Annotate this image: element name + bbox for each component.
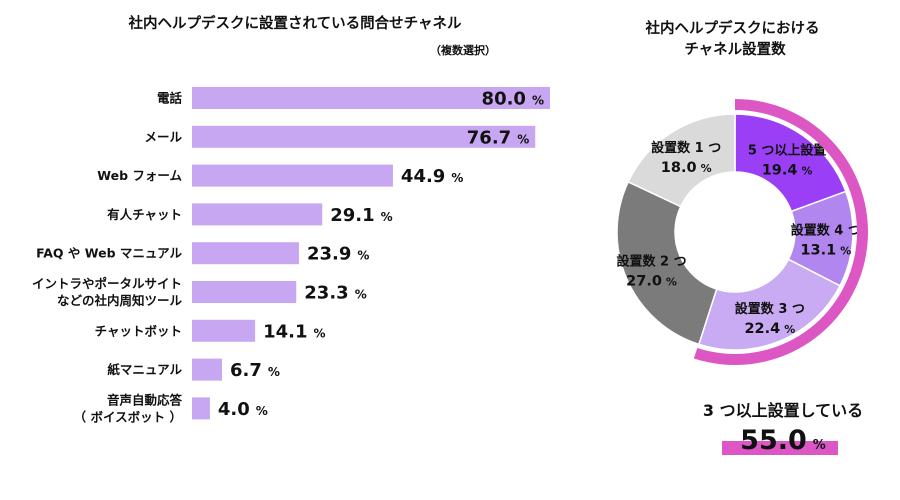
bar-value-label-2: 44.9% — [401, 166, 463, 187]
bar-category-label-1: メール — [144, 129, 182, 144]
bar-category-label-3: 有人チャット — [107, 207, 182, 222]
bar-category-label-5: イントラやポータルサイトなどの社内周知ツール — [32, 276, 183, 308]
bar-6 — [192, 319, 256, 342]
donut-slice-value-4: 18.0% — [661, 160, 712, 176]
bar-category-line: FAQ や Web マニュアル — [36, 246, 182, 261]
bar-category-label-8: 音声自動応答 （ ボイスボット ） — [74, 392, 183, 424]
bar-7 — [192, 358, 222, 381]
donut-slice-label-0: 5 つ以上設置 — [748, 142, 827, 158]
bar-value-label-0: 80.0% — [482, 89, 544, 110]
bar-2 — [192, 164, 393, 187]
donut-title: 社内ヘルプデスクにおける チャネル設置数 — [644, 19, 824, 58]
bar-value-label-5: 23.3% — [304, 283, 366, 304]
bar-3 — [192, 203, 323, 226]
bar-value-label-3: 29.1% — [330, 205, 392, 226]
bar-5 — [192, 281, 297, 303]
donut-slice-label-4: 設置数 1 つ — [651, 140, 721, 156]
bar-category-line: （ ボイスボット ） — [74, 409, 182, 424]
bar-value-label-1: 76.7% — [467, 127, 529, 148]
donut-slice-label-3: 設置数 2 つ — [617, 253, 687, 269]
bar-category-line: 有人チャット — [107, 207, 182, 222]
bar-category-line: チャットボット — [95, 323, 182, 338]
highlight-label: 3 つ以上設置している — [703, 401, 863, 420]
bar-category-line: などの社内周知ツール — [57, 293, 183, 308]
bar-0 — [192, 87, 550, 109]
bar-chart-title: 社内ヘルプデスクに設置されている問合せチャネル — [128, 14, 462, 32]
bar-8 — [192, 397, 210, 420]
donut-slice-label-1: 設置数 4 つ — [791, 223, 861, 239]
donut-layer: 5 つ以上設置 19.4 % 設置数 4 つ 13.1 % 設置数 3 つ 22.4 % 設置数 … — [616, 113, 861, 351]
donut-slice-value-3: 27.0% — [626, 273, 677, 289]
donut-slice-2 — [697, 258, 842, 351]
donut-slice-value-1: 13.1% — [800, 243, 851, 259]
bar-value-label-4: 23.9% — [307, 244, 369, 265]
bar-category-label-4: FAQ や Web マニュアル — [36, 246, 182, 261]
bar-category-line: 音声自動応答 — [107, 392, 183, 407]
bar-category-line: Web フォーム — [97, 168, 182, 183]
donut-slice-4 — [627, 113, 736, 208]
donut-slice-label-2: 設置数 3 つ — [735, 301, 805, 317]
highlight-value-bar — [722, 441, 838, 455]
bar-category-label-6: チャットボット — [95, 323, 182, 338]
bar-category-line: イントラやポータルサイト — [32, 276, 182, 291]
bar-category-label-7: 紙マニュアル — [107, 362, 182, 377]
bar-category-line: メール — [144, 129, 182, 144]
bar-category-line: 紙マニュアル — [107, 362, 182, 377]
highlight-layer: 3 つ以上設置している 55.0% — [693, 99, 869, 456]
bar-value-label-8: 4.0% — [218, 399, 268, 420]
bar-chart-subtitle: （複数選択） — [430, 43, 496, 57]
bar-category-line: 電話 — [157, 91, 183, 106]
bar-value-label-7: 6.7% — [230, 360, 280, 381]
donut-title-line-1: 社内ヘルプデスクにおける — [644, 19, 819, 37]
donut-slice-value-0: 19.4% — [762, 162, 813, 178]
donut-chart: 社内ヘルプデスクにおける チャネル設置数 5 つ以上設置 19.4 % 設置数 4 つ… — [616, 19, 869, 456]
donut-slice-value-2: 22.4% — [744, 321, 795, 337]
bars-layer: 電話 80.0 % メール 76.7 % Web フォーム 44.9 % 有人チャット 29.1 % F… — [32, 87, 550, 424]
donut-title-line-2: チャネル設置数 — [684, 40, 786, 58]
bar-1 — [192, 125, 536, 148]
bar-value-label-6: 14.1% — [263, 321, 325, 342]
bar-category-label-0: 電話 — [157, 91, 183, 106]
bar-category-label-2: Web フォーム — [97, 168, 182, 183]
bar-4 — [192, 242, 299, 265]
highlight-value: 55.0% — [740, 425, 826, 456]
bar-chart: 社内ヘルプデスクに設置されている問合せチャネル （複数選択） 電話 80.0 % メー… — [32, 14, 550, 424]
donut-slice-3 — [616, 180, 718, 346]
